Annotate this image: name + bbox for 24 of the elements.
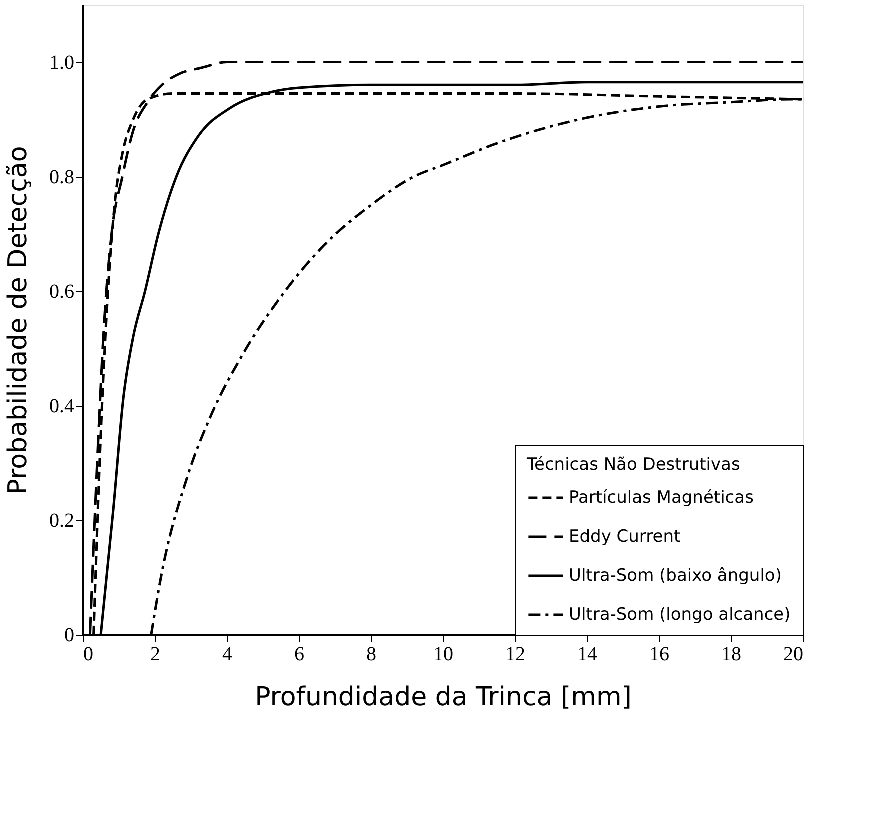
y-axis-title: Probabilidade de Detecção <box>4 146 34 495</box>
x-tick-label: 18 <box>722 644 742 666</box>
x-tick-label: 4 <box>222 644 232 666</box>
x-tick-label: 20 <box>784 644 804 666</box>
y-tick-label: 1.0 <box>50 52 74 74</box>
legend-label: Eddy Current <box>569 527 681 547</box>
x-tick-label: 16 <box>650 644 670 666</box>
y-tick-label: 0 <box>64 624 74 646</box>
x-tick-label: 2 <box>150 644 160 666</box>
x-tick-label: 0 <box>84 644 94 666</box>
legend-label: Ultra-Som (baixo ângulo) <box>569 566 782 586</box>
x-tick-label: 12 <box>506 644 526 666</box>
x-tick-label: 6 <box>294 644 304 666</box>
x-axis-title: Profundidade da Trinca [mm] <box>255 682 632 712</box>
y-tick-label: 0.4 <box>50 395 74 418</box>
y-tick-label: 0.2 <box>50 510 74 532</box>
y-tick-label: 0.6 <box>50 280 74 303</box>
legend-label: Ultra-Som (longo alcance) <box>569 605 791 625</box>
legend-title: Técnicas Não Destrutivas <box>526 455 740 475</box>
x-tick-label: 10 <box>434 644 454 666</box>
x-tick-label: 14 <box>578 644 598 666</box>
y-tick-label: 0.8 <box>50 166 74 188</box>
legend-label: Partículas Magnéticas <box>569 488 754 508</box>
x-tick-label: 8 <box>366 644 376 666</box>
